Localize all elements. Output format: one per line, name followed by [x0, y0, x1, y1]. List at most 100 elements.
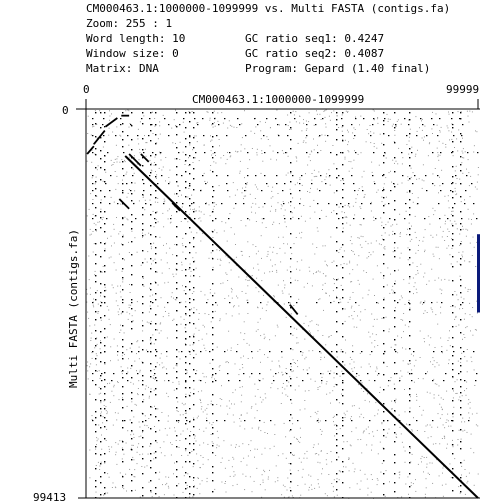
- repeat-dot: [383, 155, 385, 157]
- repeat-dot: [306, 152, 308, 154]
- noise-dot: [258, 428, 259, 430]
- repeat-dot: [166, 373, 168, 375]
- repeat-dot: [150, 283, 152, 285]
- repeat-dot: [212, 157, 214, 159]
- noise-dot: [471, 111, 473, 113]
- noise-dot: [117, 381, 118, 383]
- repeat-dot: [460, 133, 462, 135]
- repeat-dot: [476, 373, 478, 375]
- repeat-dot: [373, 152, 375, 154]
- noise-dot: [167, 210, 169, 212]
- noise-dot: [360, 235, 362, 237]
- gc-seq2-text: GC ratio seq2: 0.4087: [245, 47, 385, 60]
- noise-dot: [358, 237, 360, 239]
- noise-dot: [231, 315, 233, 317]
- noise-dot: [207, 181, 208, 183]
- repeat-dot: [143, 152, 145, 154]
- noise-dot: [438, 475, 440, 477]
- repeat-dot: [104, 296, 106, 298]
- noise-dot: [149, 287, 151, 289]
- noise-dot: [129, 468, 131, 470]
- repeat-dot: [330, 302, 332, 304]
- noise-dot: [435, 246, 437, 248]
- repeat-dot: [239, 124, 241, 126]
- repeat-dot: [189, 121, 191, 123]
- noise-dot: [256, 148, 258, 150]
- repeat-dot: [259, 373, 261, 375]
- repeat-dot: [193, 404, 195, 406]
- noise-dot: [160, 353, 162, 355]
- noise-dot: [297, 440, 299, 442]
- repeat-dot: [100, 158, 102, 160]
- repeat-dot: [266, 118, 268, 120]
- noise-dot: [224, 483, 226, 484]
- noise-dot: [439, 131, 441, 133]
- noise-dot: [111, 164, 113, 166]
- noise-dot: [417, 197, 419, 199]
- noise-dot: [325, 344, 327, 346]
- noise-dot: [131, 444, 133, 446]
- repeat-dot: [409, 462, 411, 464]
- noise-dot: [182, 285, 183, 287]
- repeat-dot: [290, 378, 292, 380]
- repeat-dot: [336, 177, 338, 179]
- noise-dot: [392, 224, 394, 226]
- noise-dot: [421, 187, 423, 189]
- noise-dot: [379, 133, 381, 135]
- noise-dot: [371, 161, 373, 163]
- repeat-dot: [452, 176, 454, 178]
- noise-dot: [132, 444, 134, 446]
- repeat-dot: [260, 302, 262, 304]
- noise-dot: [476, 188, 478, 190]
- noise-dot: [152, 260, 154, 262]
- noise-dot: [115, 487, 117, 489]
- repeat-dot: [321, 380, 323, 382]
- repeat-dot: [150, 460, 152, 462]
- noise-dot: [433, 255, 435, 257]
- noise-dot: [415, 116, 417, 118]
- repeat-dot: [179, 190, 181, 192]
- noise-dot: [432, 357, 434, 359]
- noise-dot: [459, 275, 461, 277]
- noise-dot: [96, 437, 98, 439]
- noise-dot: [185, 393, 187, 395]
- noise-dot: [395, 160, 397, 162]
- noise-dot: [179, 358, 181, 360]
- noise-dot: [156, 271, 158, 273]
- repeat-dot: [141, 118, 143, 120]
- noise-dot: [160, 452, 162, 454]
- noise-dot: [314, 380, 316, 382]
- noise-dot: [221, 112, 223, 114]
- repeat-dot: [104, 315, 106, 317]
- noise-dot: [256, 277, 258, 279]
- repeat-dot: [176, 166, 178, 168]
- noise-dot: [342, 227, 344, 229]
- repeat-dot: [336, 124, 338, 126]
- noise-dot: [104, 462, 106, 464]
- plot-axes: [76, 99, 480, 499]
- repeat-dot: [214, 152, 216, 154]
- noise-dot: [239, 172, 241, 174]
- noise-dot: [359, 206, 361, 208]
- noise-dot: [345, 216, 347, 218]
- repeat-dot: [193, 299, 195, 301]
- noise-dot: [311, 320, 313, 322]
- noise-dot: [428, 280, 430, 282]
- noise-dot: [464, 421, 466, 423]
- repeat-dot: [100, 217, 102, 219]
- noise-dot: [446, 390, 448, 392]
- noise-dot: [310, 378, 312, 380]
- noise-dot: [130, 434, 132, 436]
- noise-dot: [117, 285, 119, 287]
- noise-dot: [274, 264, 276, 266]
- noise-dot: [128, 241, 129, 243]
- noise-dot: [410, 482, 412, 484]
- noise-dot: [415, 359, 417, 361]
- noise-dot: [368, 256, 370, 258]
- noise-dot: [423, 236, 425, 238]
- noise-dot: [291, 402, 293, 404]
- repeat-dot: [452, 305, 454, 307]
- noise-dot: [260, 430, 262, 432]
- noise-dot: [215, 155, 216, 156]
- noise-dot: [146, 349, 148, 351]
